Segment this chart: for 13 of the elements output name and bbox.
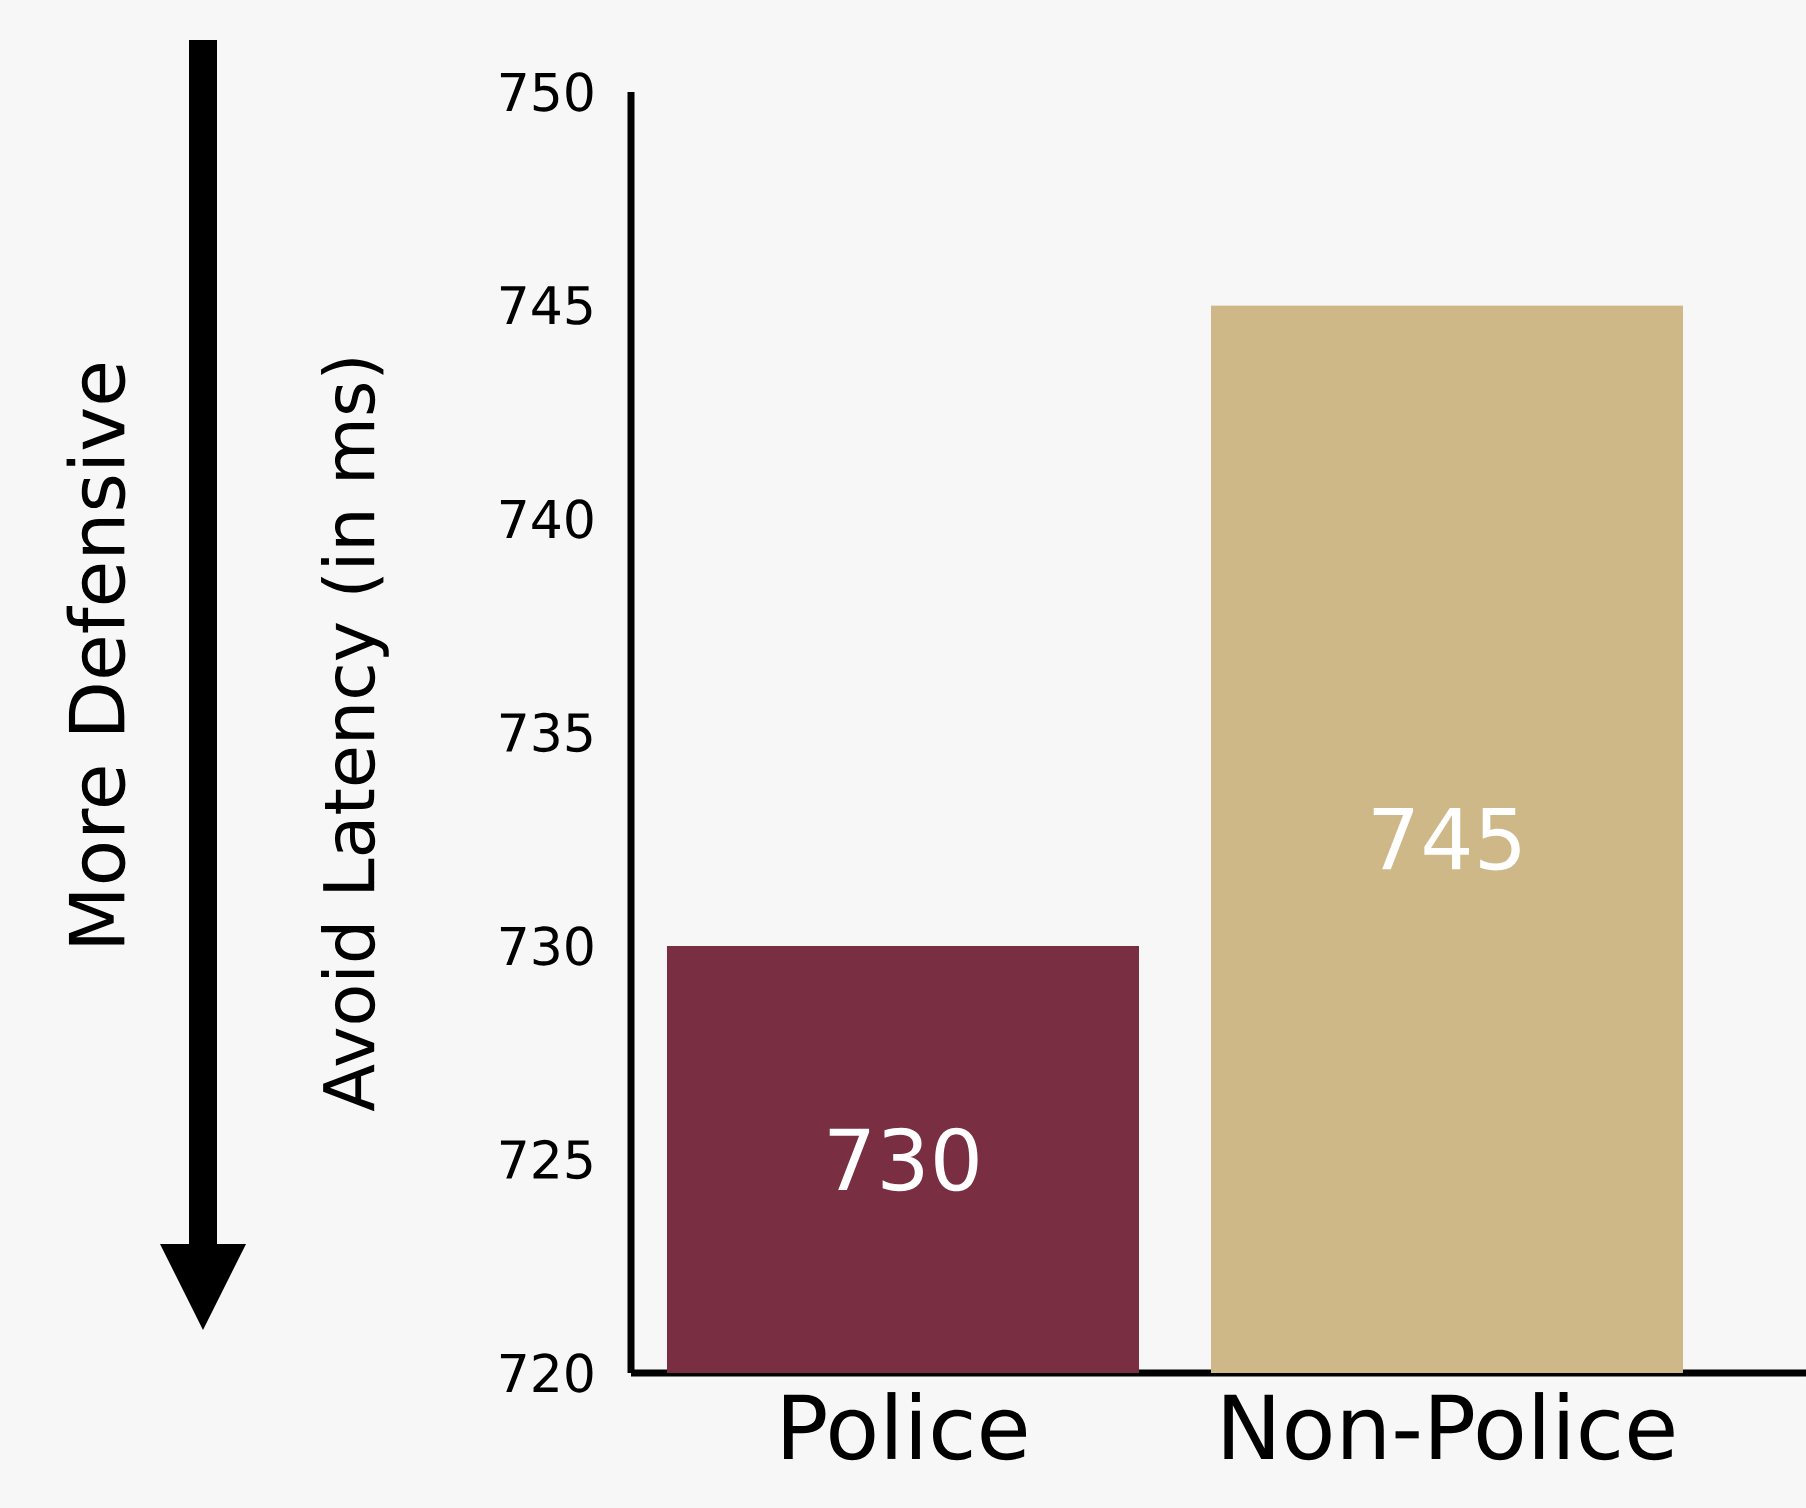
y-tick-label: 750 [500,72,593,112]
y-tick-label: 725 [500,1139,592,1180]
y-tick-label: 735 [500,712,592,753]
x-tick-label: Non-Police [1224,1392,1674,1461]
text: More Defensive [66,364,126,945]
y-axis-title: Avoid Latency (in ms) [320,359,389,1112]
y-tick-label: 720 [500,1353,593,1393]
x-tick-label: Police [784,1392,1026,1461]
y-tick-label: 740 [500,499,593,539]
data-label: 730 [829,1127,978,1192]
y-tick-label: 745 [500,286,592,325]
data-label: 745 [1373,808,1520,871]
y-tick-label: 730 [500,926,593,966]
